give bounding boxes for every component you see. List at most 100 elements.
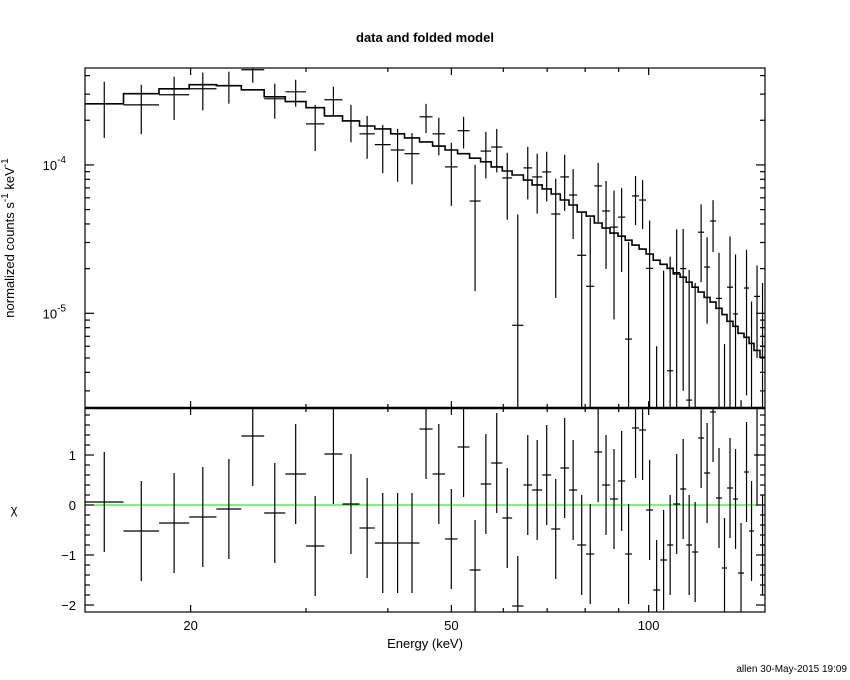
residual-point xyxy=(646,460,654,560)
data-point xyxy=(656,346,658,408)
spectrum-marks xyxy=(85,68,765,408)
residual-point xyxy=(491,413,503,513)
chi-tick-label: −1 xyxy=(61,548,76,563)
data-point xyxy=(342,104,360,143)
data-point xyxy=(646,220,654,408)
residual-point xyxy=(306,496,325,596)
footer-timestamp: allen 30-May-2015 19:09 xyxy=(736,664,847,675)
residual-point xyxy=(359,478,375,578)
data-point xyxy=(694,283,696,408)
residual-point xyxy=(445,489,458,589)
y-axis-label-exponent: -1 xyxy=(0,193,11,202)
residual-point xyxy=(653,540,661,612)
data-point xyxy=(577,212,587,408)
data-point xyxy=(631,175,640,226)
residual-point xyxy=(667,495,674,595)
residual-point xyxy=(673,454,681,554)
residual-point xyxy=(586,504,595,604)
chi-tick-label: −2 xyxy=(61,598,76,613)
residual-point xyxy=(502,468,513,568)
data-point xyxy=(698,204,705,283)
data-point xyxy=(744,249,750,396)
residual-point xyxy=(660,510,668,610)
residual-point xyxy=(469,520,481,612)
x-tick-label: 50 xyxy=(444,618,458,633)
data-point xyxy=(123,84,160,135)
data-point xyxy=(502,152,513,220)
chi-tick-label: 1 xyxy=(69,448,76,463)
residual-point xyxy=(216,459,242,559)
data-point xyxy=(419,103,433,134)
residual-frame xyxy=(84,407,766,613)
residual-point xyxy=(618,431,626,531)
data-point xyxy=(716,252,723,408)
residual-point xyxy=(324,408,343,504)
data-point xyxy=(625,242,632,408)
residual-point xyxy=(631,408,640,478)
data-point xyxy=(667,256,674,408)
data-point xyxy=(723,344,726,408)
data-point xyxy=(727,236,734,408)
residual-point xyxy=(285,424,307,524)
residual-point xyxy=(577,495,587,595)
y-tick-label: 10-4 xyxy=(43,155,67,173)
data-point xyxy=(264,83,286,119)
data-point xyxy=(359,115,375,159)
data-point xyxy=(740,400,742,408)
residual-point xyxy=(639,408,647,480)
data-point xyxy=(733,254,739,408)
residual-point xyxy=(686,495,693,595)
residual-point xyxy=(680,439,687,539)
residual-point xyxy=(374,493,391,593)
data-point xyxy=(432,117,446,156)
residual-point xyxy=(560,418,570,518)
data-point xyxy=(710,200,717,252)
residual-point xyxy=(698,408,705,488)
data-point xyxy=(457,116,470,149)
residual-point xyxy=(727,438,734,538)
residual-point xyxy=(189,467,217,567)
data-point xyxy=(404,133,420,185)
chart-title: data and folded model xyxy=(356,30,494,45)
residual-point xyxy=(419,408,433,479)
residual-point xyxy=(532,440,543,540)
data-point xyxy=(560,154,570,211)
data-point xyxy=(469,164,481,292)
data-point xyxy=(532,153,543,214)
data-point xyxy=(85,81,124,138)
residual-point xyxy=(625,504,632,604)
residual-point xyxy=(159,473,190,573)
data-point xyxy=(673,229,681,408)
residual-point xyxy=(594,408,603,502)
residual-point xyxy=(610,449,619,549)
data-point xyxy=(704,237,711,324)
residual-point xyxy=(404,493,420,593)
data-point xyxy=(750,301,753,408)
residual-point xyxy=(738,523,745,612)
data-point xyxy=(686,269,693,408)
data-point xyxy=(602,181,611,269)
residual-point xyxy=(480,434,492,534)
data-point xyxy=(216,71,242,104)
data-point xyxy=(754,265,761,358)
data-point xyxy=(680,228,687,391)
y-axis-label: normalized counts s-1 keV-1 xyxy=(0,158,17,318)
chi-tick-label: 0 xyxy=(69,498,76,513)
residual-point xyxy=(744,422,750,522)
residual-point xyxy=(551,479,561,579)
data-point xyxy=(189,72,217,111)
residual-point xyxy=(512,556,524,612)
data-point xyxy=(569,169,578,239)
data-point xyxy=(542,151,552,202)
data-point xyxy=(480,131,492,179)
residual-panel: 20 50 100 1 0 −1 −2 xyxy=(61,407,766,633)
data-point xyxy=(551,178,561,298)
data-point xyxy=(285,79,307,107)
data-point xyxy=(639,180,647,229)
residual-point xyxy=(241,408,265,486)
data-point xyxy=(241,68,265,83)
y-tick-label-base: 10 xyxy=(43,306,57,321)
residual-point xyxy=(542,425,552,525)
residual-point xyxy=(569,440,578,540)
